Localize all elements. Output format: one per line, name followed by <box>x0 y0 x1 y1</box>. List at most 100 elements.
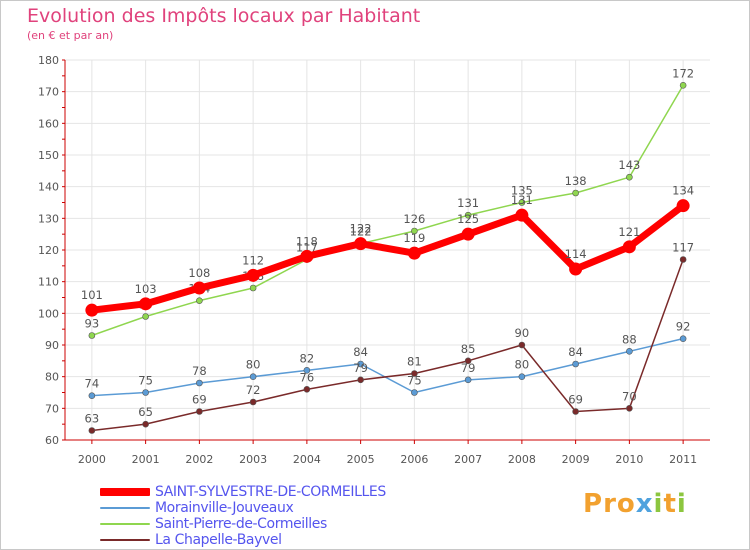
legend-label: Saint-Pierre-de-Cormeilles <box>155 516 327 532</box>
data-label-0: 121 <box>618 225 640 239</box>
data-label-2: 122 <box>350 225 372 239</box>
data-point-3 <box>518 341 526 349</box>
data-point-1 <box>303 367 311 374</box>
data-label-2: 117 <box>296 241 318 255</box>
data-point-1 <box>518 373 526 380</box>
legend-swatch <box>100 539 150 541</box>
legend-swatch <box>100 488 150 496</box>
data-point-0 <box>461 227 475 241</box>
y-tick-label: 60 <box>45 434 59 447</box>
series-line-0 <box>88 202 687 314</box>
data-point-1 <box>572 360 579 368</box>
data-point-3 <box>142 420 149 428</box>
data-point-3 <box>679 256 687 263</box>
data-label-2: 126 <box>403 212 425 226</box>
chart-title: Evolution des Impôts locaux par Habitant <box>27 5 421 27</box>
data-point-3 <box>303 386 311 393</box>
data-point-3 <box>572 408 579 415</box>
data-point-0 <box>569 262 583 276</box>
legend-item-morainville: Morainville-Jouveaux <box>100 500 440 516</box>
data-label-3: 79 <box>353 361 368 375</box>
y-tick-label: 160 <box>38 117 59 130</box>
data-point-0 <box>676 199 690 213</box>
data-point-3 <box>357 376 364 384</box>
data-label-3: 69 <box>568 393 583 407</box>
data-label-3: 90 <box>515 326 530 340</box>
data-point-2 <box>249 284 257 292</box>
data-label-3: 70 <box>622 389 637 403</box>
data-label-3: 72 <box>246 383 261 397</box>
data-point-1 <box>88 392 96 399</box>
data-label-0: 118 <box>296 234 318 248</box>
data-label-1: 75 <box>138 374 153 388</box>
data-label-1: 80 <box>246 358 261 372</box>
chart-subtitle: (en € et par an) <box>27 29 114 42</box>
data-label-3: 81 <box>407 355 422 369</box>
data-label-1: 84 <box>568 345 583 359</box>
data-point-0 <box>192 281 206 295</box>
y-tick-label: 110 <box>38 276 59 289</box>
y-tick-label: 100 <box>38 307 59 320</box>
data-label-3: 65 <box>138 405 153 419</box>
data-label-2: 135 <box>511 184 533 198</box>
x-tick-label: 2006 <box>400 453 428 466</box>
data-label-1: 92 <box>676 320 691 334</box>
y-tick-label: 150 <box>38 149 59 162</box>
data-point-0 <box>246 268 260 282</box>
x-tick-label: 2011 <box>669 453 697 466</box>
data-label-1: 74 <box>85 377 100 391</box>
legend-item-la-chapelle: La Chapelle-Bayvel <box>100 532 440 548</box>
y-tick-label: 70 <box>45 402 59 415</box>
data-point-2 <box>142 313 149 320</box>
data-point-3 <box>464 357 472 365</box>
legend-swatch <box>100 523 150 525</box>
x-tick-label: 2001 <box>132 453 160 466</box>
data-point-0 <box>354 237 368 251</box>
data-point-3 <box>626 405 633 412</box>
data-label-0: 119 <box>403 231 425 245</box>
data-label-1: 84 <box>353 345 368 359</box>
data-point-1 <box>142 389 149 396</box>
data-point-2 <box>626 173 633 181</box>
data-label-0: 103 <box>135 282 157 296</box>
data-label-1: 78 <box>192 364 207 378</box>
data-point-0 <box>139 297 153 311</box>
x-tick-label: 2004 <box>293 453 321 466</box>
legend-swatch <box>100 507 150 509</box>
data-label-2: 131 <box>457 196 479 210</box>
data-point-0 <box>622 240 636 254</box>
data-point-0 <box>515 208 529 222</box>
data-point-2 <box>196 297 203 304</box>
y-tick-label: 180 <box>38 54 59 67</box>
legend-label: SAINT-SYLVESTRE-DE-CORMEILLES <box>155 484 386 500</box>
legend-label: La Chapelle-Bayvel <box>155 532 282 548</box>
data-label-2: 138 <box>565 174 587 188</box>
data-point-2 <box>679 82 687 89</box>
data-point-0 <box>300 249 314 263</box>
data-label-1: 79 <box>461 361 476 375</box>
data-label-3: 117 <box>672 241 694 255</box>
y-tick-label: 120 <box>38 244 59 257</box>
data-point-2 <box>464 211 472 219</box>
y-tick-label: 80 <box>45 371 59 384</box>
data-label-0: 101 <box>81 288 103 302</box>
data-point-1 <box>626 348 633 355</box>
data-point-1 <box>196 379 203 387</box>
data-label-3: 76 <box>300 370 315 384</box>
x-tick-label: 2002 <box>185 453 213 466</box>
data-point-3 <box>88 427 96 434</box>
data-label-0: 131 <box>511 193 533 207</box>
legend-item-saint-pierre: Saint-Pierre-de-Cormeilles <box>100 516 440 532</box>
data-point-1 <box>411 389 418 396</box>
data-label-0: 108 <box>188 266 210 280</box>
data-label-2: 93 <box>85 317 100 331</box>
legend-label: Morainville-Jouveaux <box>155 500 294 516</box>
y-tick-label: 140 <box>38 181 59 194</box>
series-line-2 <box>91 84 684 337</box>
data-label-3: 85 <box>461 342 476 356</box>
x-tick-label: 2003 <box>239 453 267 466</box>
data-point-3 <box>249 398 257 406</box>
data-point-2 <box>572 189 579 197</box>
data-label-1: 75 <box>407 374 422 388</box>
